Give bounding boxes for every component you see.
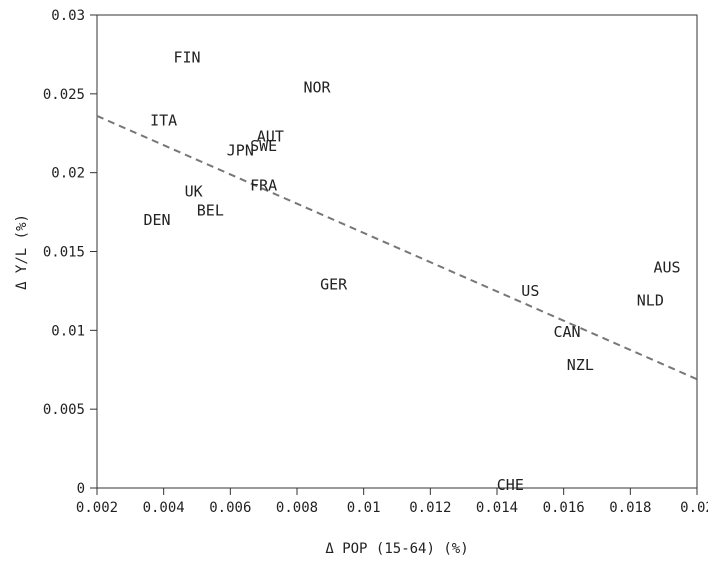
y-tick-label: 0.015 bbox=[43, 245, 85, 261]
x-tick-label: 0.02 bbox=[680, 500, 708, 516]
y-tick-label: 0.005 bbox=[43, 402, 85, 418]
x-tick-label: 0.008 bbox=[276, 500, 318, 516]
point-label-nzl: NZL bbox=[567, 356, 594, 374]
x-tick-label: 0.016 bbox=[543, 500, 585, 516]
point-label-aut: AUT bbox=[257, 127, 284, 145]
point-label-ger: GER bbox=[320, 276, 348, 294]
point-label-aus: AUS bbox=[653, 258, 680, 276]
point-label-fin: FIN bbox=[173, 49, 200, 67]
point-label-uk: UK bbox=[185, 183, 203, 201]
point-label-can: CAN bbox=[553, 323, 580, 341]
y-axis-title: Δ Y/L (%) bbox=[14, 214, 30, 290]
x-tick-label: 0.002 bbox=[76, 500, 118, 516]
point-label-jpn: JPN bbox=[227, 142, 254, 160]
y-tick-label: 0.01 bbox=[51, 323, 85, 339]
point-label-us: US bbox=[521, 282, 539, 300]
point-label-nor: NOR bbox=[303, 79, 331, 97]
y-tick-label: 0.02 bbox=[51, 166, 85, 182]
plot-area bbox=[96, 14, 698, 489]
x-tick-label: 0.012 bbox=[409, 500, 451, 516]
point-label-nld: NLD bbox=[637, 291, 664, 309]
x-axis-title: Δ POP (15-64) (%) bbox=[325, 541, 468, 557]
x-tick-label: 0.014 bbox=[476, 500, 518, 516]
y-tick-label: 0 bbox=[77, 481, 85, 497]
point-label-den: DEN bbox=[143, 211, 170, 229]
x-tick-label: 0.006 bbox=[209, 500, 251, 516]
trendline bbox=[96, 114, 698, 381]
y-tick-label: 0.025 bbox=[43, 87, 85, 103]
point-label-swe: SWE bbox=[250, 137, 277, 155]
point-label-ita: ITA bbox=[150, 112, 177, 130]
y-tick-label: 0.03 bbox=[51, 8, 85, 24]
y-axis: 0 0.005 0.01 0.015 0.02 0.025 0.03 bbox=[43, 8, 97, 497]
point-label-che: CHE bbox=[497, 476, 524, 494]
point-label-bel: BEL bbox=[197, 202, 224, 220]
x-axis: 0.002 0.004 0.006 0.008 0.01 0.012 0.014 0.016 0… bbox=[76, 488, 708, 516]
x-tick-label: 0.01 bbox=[347, 500, 381, 516]
x-tick-label: 0.018 bbox=[609, 500, 651, 516]
x-tick-label: 0.004 bbox=[143, 500, 185, 516]
point-label-fra: FRA bbox=[250, 176, 277, 194]
